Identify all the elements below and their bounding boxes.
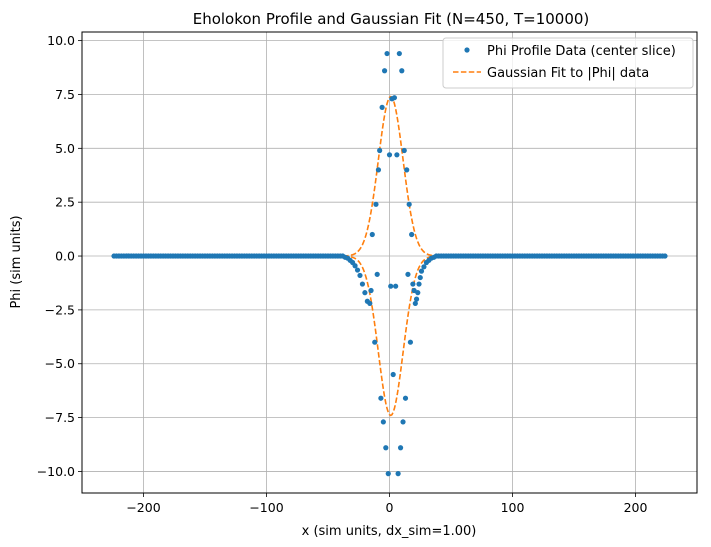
data-point (357, 272, 363, 279)
data-point (393, 283, 399, 289)
data-point (396, 50, 402, 57)
data-point (362, 290, 368, 296)
legend: Phi Profile Data (center slice) Gaussian… (442, 37, 694, 89)
data-point (380, 419, 386, 425)
data-point (415, 290, 421, 296)
data-point (386, 152, 393, 158)
data-point (375, 167, 382, 173)
data-point (383, 445, 389, 451)
grid-lines (82, 32, 697, 493)
data-point (372, 339, 378, 345)
data-point (378, 395, 384, 401)
data-point (354, 267, 361, 273)
legend-marker-data (464, 47, 470, 53)
y-tick-label: −5.0 (45, 356, 75, 371)
x-tick-label: 0 (386, 500, 394, 515)
data-point (413, 296, 420, 302)
y-tick-label: 5.0 (55, 141, 75, 156)
y-tick-label: 2.5 (55, 195, 75, 210)
data-point (400, 419, 406, 425)
data-point (369, 231, 375, 238)
y-tick-label: −2.5 (45, 302, 75, 317)
chart-title: Eholokon Profile and Gaussian Fit (N=450… (193, 10, 590, 28)
data-point (394, 152, 400, 158)
y-tick-label: 7.5 (55, 87, 75, 102)
legend-label-fit: Gaussian Fit to |Phi| data (487, 66, 649, 81)
data-point (401, 147, 407, 154)
data-point (377, 147, 383, 154)
x-axis-label: x (sim units, dx_sim=1.00) (302, 524, 477, 539)
data-point (367, 300, 373, 307)
x-tick-label: 100 (501, 500, 525, 515)
data-point (662, 253, 668, 259)
data-point (405, 271, 411, 277)
data-point (352, 263, 358, 269)
y-tick-label: −7.5 (45, 410, 75, 425)
x-tick-label: 200 (624, 500, 648, 515)
data-point (404, 167, 410, 173)
data-point (385, 471, 391, 477)
data-point (395, 471, 401, 477)
axis-ticks: −200 −100 0 100 200 −10.0 −7.5 −5.0 −2.5 0.0 2.5 5.… (37, 33, 648, 515)
y-tick-label: −10.0 (37, 464, 75, 479)
data-point (379, 104, 385, 110)
data-point (417, 274, 423, 281)
data-point (406, 201, 412, 207)
data-point (412, 300, 418, 307)
data-point (402, 395, 409, 401)
legend-box (442, 37, 694, 89)
data-point (368, 287, 374, 294)
data-point (410, 281, 416, 287)
data-point (374, 271, 380, 277)
data-point (409, 231, 415, 238)
x-tick-label: −100 (249, 500, 283, 515)
data-point (381, 68, 388, 74)
data-point (397, 445, 404, 451)
data-point (384, 50, 390, 57)
data-point (388, 283, 394, 289)
y-tick-label: 0.0 (55, 249, 75, 264)
data-point (390, 371, 396, 378)
data-points (111, 50, 668, 477)
data-point (359, 281, 366, 287)
y-tick-label: 10.0 (47, 33, 75, 48)
data-point (373, 201, 379, 207)
data-point (407, 339, 414, 345)
data-point (421, 264, 427, 270)
data-point (399, 68, 405, 74)
data-point (418, 268, 425, 274)
legend-label-data: Phi Profile Data (center slice) (487, 44, 676, 59)
data-point (416, 281, 422, 287)
y-axis-label: Phi (sim units) (9, 215, 24, 308)
x-tick-label: −200 (126, 500, 160, 515)
data-point (391, 95, 398, 101)
